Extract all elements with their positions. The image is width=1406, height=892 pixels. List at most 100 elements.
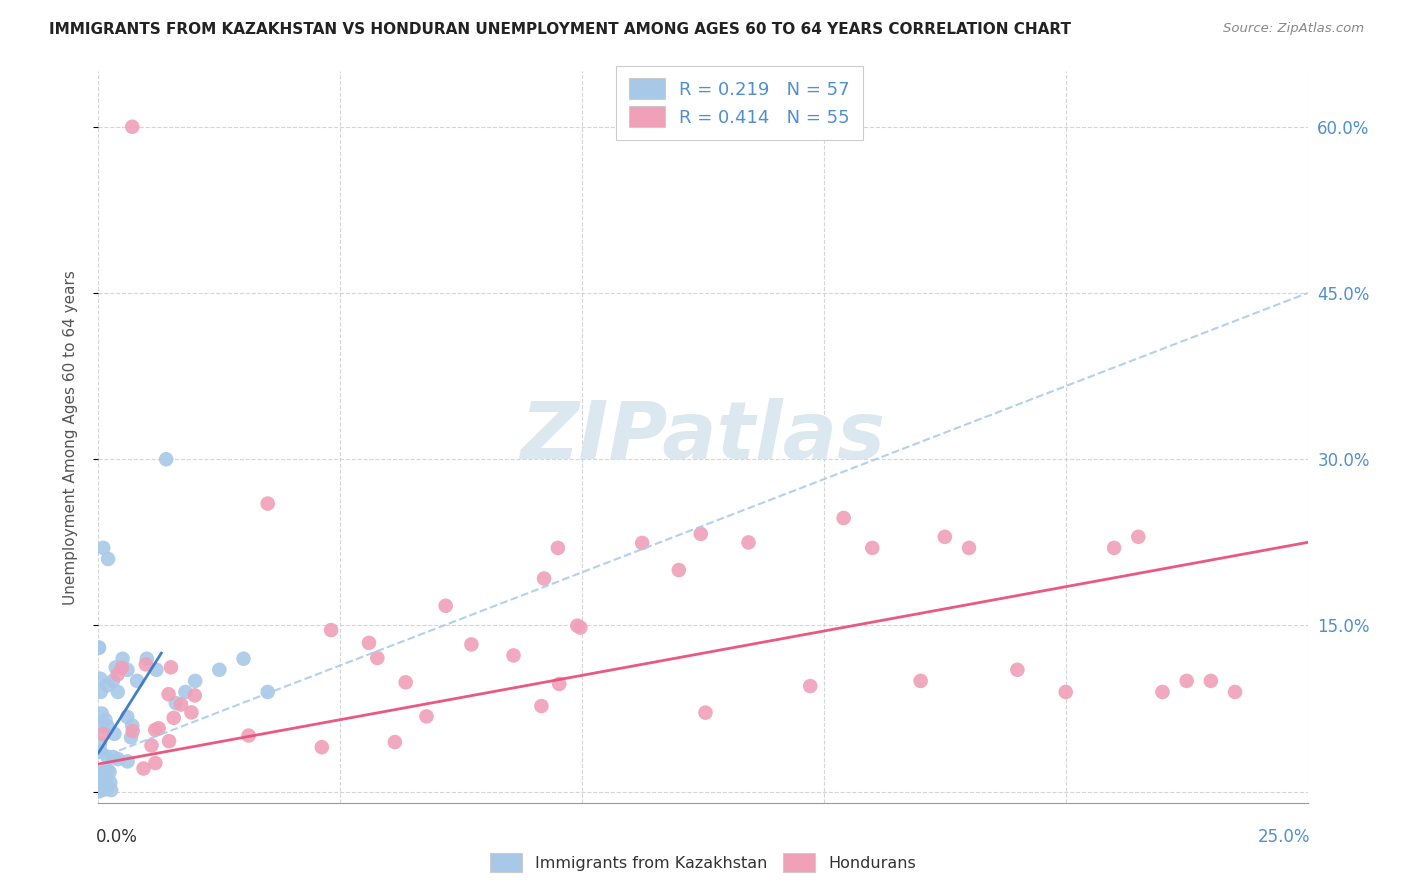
Point: [97, 763, 120, 777]
Point: [174, 685, 197, 699]
Point: [93, 770, 115, 784]
Point: [1223, 685, 1246, 699]
Point: [87, 640, 110, 655]
Point: [631, 536, 654, 550]
Point: [90, 767, 112, 781]
Point: [91, 727, 114, 741]
Point: [132, 762, 155, 776]
Point: [311, 740, 333, 755]
Point: [94, 713, 117, 727]
Point: [90, 778, 112, 792]
Text: Source: ZipAtlas.com: Source: ZipAtlas.com: [1223, 22, 1364, 36]
Point: [96, 749, 118, 764]
Point: [94, 775, 117, 789]
Point: [157, 687, 180, 701]
Point: [111, 651, 134, 665]
Point: [96, 781, 118, 796]
Point: [256, 685, 278, 699]
Point: [103, 727, 125, 741]
Point: [121, 120, 143, 134]
Point: [434, 599, 457, 613]
Point: [395, 675, 418, 690]
Point: [98, 775, 121, 789]
Point: [1054, 685, 1077, 699]
Point: [120, 731, 142, 745]
Point: [93, 782, 115, 797]
Point: [93, 779, 115, 793]
Point: [1152, 685, 1174, 699]
Point: [117, 755, 139, 769]
Point: [135, 651, 157, 665]
Point: [319, 623, 342, 637]
Point: [533, 572, 555, 586]
Point: [101, 673, 124, 688]
Point: [96, 678, 118, 692]
Point: [460, 637, 482, 651]
Point: [104, 660, 127, 674]
Text: ZIPatlas: ZIPatlas: [520, 398, 886, 476]
Point: [107, 752, 129, 766]
Point: [180, 706, 202, 720]
Point: [184, 673, 207, 688]
Point: [1199, 673, 1222, 688]
Point: [90, 706, 112, 721]
Point: [910, 673, 932, 688]
Point: [184, 689, 207, 703]
Point: [87, 640, 110, 655]
Point: [689, 527, 711, 541]
Point: [569, 621, 592, 635]
Point: [145, 663, 167, 677]
Point: [1175, 673, 1198, 688]
Point: [100, 783, 122, 797]
Point: [145, 756, 167, 770]
Point: [91, 779, 114, 793]
Point: [89, 772, 111, 786]
Point: [89, 781, 111, 796]
Point: [97, 552, 120, 566]
Point: [90, 780, 112, 795]
Point: [148, 721, 170, 735]
Point: [89, 737, 111, 751]
Point: [90, 685, 112, 699]
Point: [155, 452, 177, 467]
Point: [415, 709, 437, 723]
Point: [170, 698, 193, 712]
Point: [89, 771, 111, 785]
Point: [934, 530, 956, 544]
Point: [1102, 541, 1125, 555]
Point: [91, 541, 114, 555]
Point: [695, 706, 717, 720]
Point: [107, 685, 129, 699]
Point: [502, 648, 524, 663]
Point: [163, 711, 186, 725]
Point: [98, 765, 121, 780]
Point: [860, 541, 883, 555]
Point: [232, 651, 254, 665]
Point: [89, 744, 111, 758]
Point: [548, 677, 571, 691]
Point: [111, 661, 134, 675]
Point: [832, 511, 855, 525]
Text: 0.0%: 0.0%: [96, 828, 138, 846]
Point: [799, 679, 821, 693]
Point: [127, 673, 149, 688]
Point: [141, 739, 163, 753]
Text: IMMIGRANTS FROM KAZAKHSTAN VS HONDURAN UNEMPLOYMENT AMONG AGES 60 TO 64 YEARS CO: IMMIGRANTS FROM KAZAKHSTAN VS HONDURAN U…: [49, 22, 1071, 37]
Point: [957, 541, 980, 555]
Point: [357, 636, 380, 650]
Point: [87, 784, 110, 798]
Point: [96, 719, 118, 733]
Point: [208, 663, 231, 677]
Point: [530, 699, 553, 714]
Point: [165, 696, 187, 710]
Point: [117, 663, 139, 677]
Text: 25.0%: 25.0%: [1258, 828, 1310, 846]
Point: [121, 724, 143, 739]
Point: [547, 541, 569, 555]
Point: [135, 657, 157, 672]
Point: [668, 563, 690, 577]
Point: [90, 719, 112, 733]
Point: [115, 710, 138, 724]
Point: [737, 535, 759, 549]
Point: [87, 768, 110, 782]
